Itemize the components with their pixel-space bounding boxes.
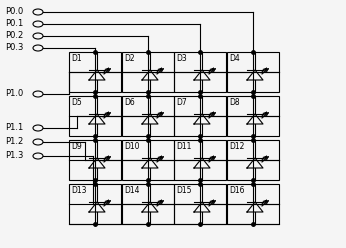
Text: D10: D10 [124, 142, 139, 151]
Text: D1: D1 [71, 54, 82, 63]
Text: D13: D13 [71, 186, 86, 195]
Text: D5: D5 [71, 98, 82, 107]
Text: D6: D6 [124, 98, 135, 107]
Text: D3: D3 [176, 54, 187, 63]
Text: D4: D4 [229, 54, 240, 63]
Text: P0.1: P0.1 [5, 20, 23, 29]
Bar [227, 140, 279, 180]
Bar [174, 96, 226, 136]
Text: D12: D12 [229, 142, 244, 151]
Text: D8: D8 [229, 98, 240, 107]
Text: D9: D9 [71, 142, 82, 151]
Text: D7: D7 [176, 98, 187, 107]
Text: D11: D11 [176, 142, 191, 151]
Bar [122, 96, 174, 136]
Text: D14: D14 [124, 186, 139, 195]
Bar [69, 52, 121, 92]
Bar [69, 184, 121, 224]
Text: D2: D2 [124, 54, 135, 63]
Bar [227, 184, 279, 224]
Bar [174, 52, 226, 92]
Text: P0.3: P0.3 [5, 43, 24, 53]
Text: P0.0: P0.0 [5, 7, 23, 17]
Text: P1.0: P1.0 [5, 90, 23, 98]
Text: P0.2: P0.2 [5, 31, 23, 40]
Text: P1.2: P1.2 [5, 137, 23, 147]
Bar [122, 184, 174, 224]
Bar [69, 140, 121, 180]
Text: D16: D16 [229, 186, 245, 195]
Bar [227, 52, 279, 92]
Bar [174, 140, 226, 180]
Bar [227, 96, 279, 136]
Bar [122, 140, 174, 180]
Bar [174, 184, 226, 224]
Bar [69, 96, 121, 136]
Text: P1.1: P1.1 [5, 124, 23, 132]
Bar [122, 52, 174, 92]
Text: P1.3: P1.3 [5, 152, 24, 160]
Text: D15: D15 [176, 186, 191, 195]
